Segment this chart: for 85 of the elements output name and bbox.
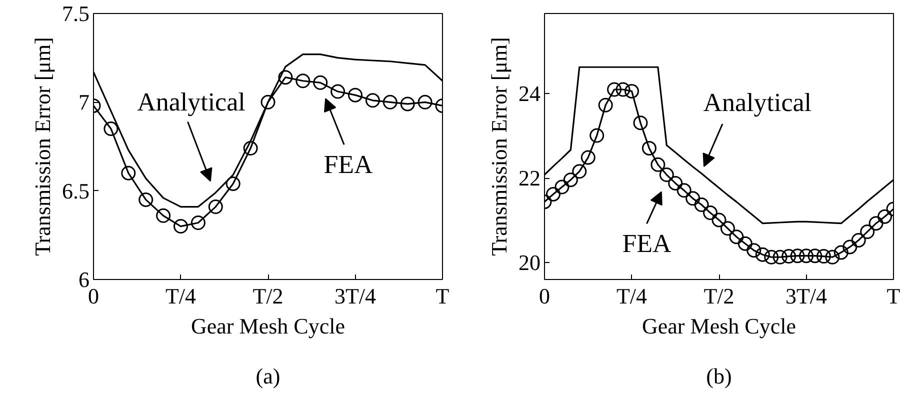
point [418, 94, 432, 110]
y-tick-label: 24 [518, 81, 540, 106]
point [860, 224, 875, 240]
point [121, 166, 136, 180]
x-tick-label: 3T/4 [785, 284, 828, 308]
point [676, 183, 692, 198]
point [825, 250, 840, 264]
text: (a) [256, 364, 280, 388]
point [190, 216, 206, 230]
point [554, 180, 570, 194]
point [590, 128, 604, 143]
annotation: Analytical [137, 88, 246, 117]
point [842, 240, 858, 254]
point [580, 150, 596, 165]
point [243, 141, 258, 156]
x-tick-label: T [886, 284, 901, 308]
point [659, 168, 674, 182]
point [616, 82, 630, 97]
point [563, 172, 578, 188]
point [365, 93, 380, 108]
y-tick-label: 20 [518, 250, 540, 276]
annotation: FEA [622, 229, 672, 258]
point [738, 236, 752, 251]
point [790, 248, 805, 264]
x-tick-label: 0 [88, 284, 99, 308]
point [851, 232, 866, 248]
x-tick-label: T/2 [704, 284, 734, 308]
point [808, 248, 822, 264]
point [878, 209, 892, 224]
point [764, 250, 779, 264]
point [703, 206, 718, 220]
point [746, 243, 762, 258]
y-tick-label: 6.5 [62, 178, 90, 204]
x-tick-label: T/4 [165, 284, 196, 308]
point [720, 221, 735, 236]
point [650, 157, 666, 172]
y-tick-label: 7.5 [62, 1, 90, 26]
point [834, 245, 848, 260]
x-axis-title: Gear Mesh Cycle [642, 314, 796, 338]
point [607, 82, 622, 97]
point [104, 122, 118, 136]
annotation: Analytical [703, 88, 812, 118]
point [624, 84, 639, 98]
point [712, 212, 726, 228]
x-tick-label: 0 [539, 284, 550, 308]
point [686, 191, 700, 206]
point [400, 96, 415, 112]
point [729, 230, 744, 244]
x-axis-title: Gear Mesh Cycle [191, 314, 345, 338]
point [546, 186, 560, 202]
point [782, 249, 796, 264]
point [156, 208, 171, 223]
point [598, 98, 613, 112]
annotation: FEA [324, 150, 374, 179]
point [138, 192, 154, 207]
point [868, 216, 884, 231]
x-tick-label: T/2 [252, 284, 284, 308]
point [330, 84, 346, 99]
point [174, 219, 188, 234]
x-tick-label: 3T/4 [334, 284, 376, 308]
y-tick-label: 22 [518, 166, 540, 191]
y-tick-label: 6 [78, 267, 90, 292]
y-axis-title: Transmission Error [μm] [486, 37, 512, 256]
y-tick-label: 7 [78, 90, 90, 115]
text: (b) [706, 364, 732, 388]
point [348, 88, 362, 102]
point [799, 248, 814, 264]
point [260, 94, 276, 110]
point [296, 74, 310, 88]
point [382, 94, 398, 110]
point [816, 249, 831, 264]
point [668, 176, 683, 190]
point [633, 116, 648, 130]
point [694, 198, 709, 212]
point [208, 200, 223, 214]
point [278, 70, 293, 85]
point [755, 247, 770, 262]
point [572, 164, 587, 179]
point [642, 140, 656, 156]
point [772, 250, 788, 264]
x-tick-label: T [436, 284, 450, 308]
x-tick-label: T/4 [616, 284, 648, 308]
point [226, 176, 240, 191]
y-axis-title: Transmission Error [μm] [30, 37, 55, 256]
point [313, 75, 328, 90]
